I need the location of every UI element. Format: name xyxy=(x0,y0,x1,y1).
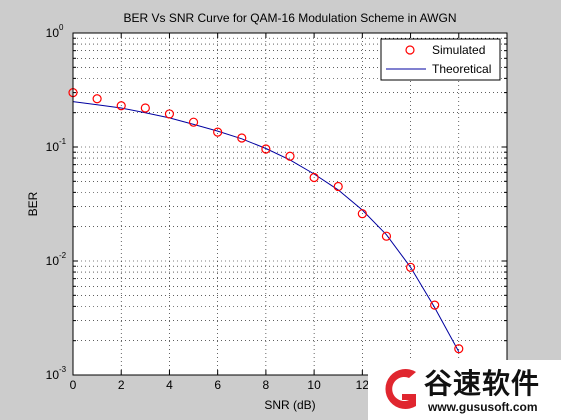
simulated-point xyxy=(357,209,367,219)
x-tick-label: 2 xyxy=(118,378,125,392)
simulated-point xyxy=(237,133,247,143)
simulated-point xyxy=(261,144,271,154)
simulated-point xyxy=(188,117,199,127)
simulated-point xyxy=(333,181,343,192)
watermark-logo-icon xyxy=(385,369,416,409)
simulated-point xyxy=(454,344,464,354)
simulated-point xyxy=(140,103,150,113)
theoretical-series xyxy=(72,101,460,352)
y-tick-base: 10 xyxy=(46,26,60,40)
simulated-point xyxy=(213,127,223,137)
y-tick-exponent: -2 xyxy=(59,251,67,260)
y-tick-base: 10 xyxy=(46,140,60,154)
simulated-point xyxy=(381,231,392,241)
watermark-url: www.gususoft.com xyxy=(428,400,538,414)
legend-box xyxy=(380,38,501,81)
legend-theoretical-label: Theoretical xyxy=(432,62,491,76)
x-tick-label: 4 xyxy=(166,378,173,392)
simulated-point xyxy=(164,109,175,119)
y-tick-exponent: -3 xyxy=(59,365,67,374)
y-tick-exponent: 0 xyxy=(59,23,64,32)
y-tick-base: 10 xyxy=(46,254,60,268)
watermark-name: 谷速软件 xyxy=(424,367,541,400)
plot-frame xyxy=(72,32,508,376)
x-tick-label: 0 xyxy=(70,378,77,392)
theoretical-line xyxy=(72,101,460,352)
y-tick-label: 10 -3 xyxy=(46,365,67,382)
watermark: 谷速软件 www.gususoft.com xyxy=(368,360,561,420)
simulated-point xyxy=(430,300,440,310)
simulated-point xyxy=(92,94,102,104)
y-axis-label: BER xyxy=(26,191,40,216)
legend-simulated-label: Simulated xyxy=(432,43,485,57)
simulated-point xyxy=(116,101,126,111)
simulated-point xyxy=(309,172,319,183)
x-tick-label: 10 xyxy=(307,378,321,392)
simulated-point xyxy=(285,151,295,161)
chart-title: BER Vs SNR Curve for QAM-16 Modulation S… xyxy=(124,11,457,25)
x-tick-label: 12 xyxy=(356,378,370,392)
y-tick-exponent: -1 xyxy=(59,137,67,146)
y-tick-label: 10 0 xyxy=(46,23,64,40)
x-tick-label: 8 xyxy=(263,378,270,392)
y-tick-label: 10 -2 xyxy=(46,251,67,268)
y-tick-base: 10 xyxy=(46,368,60,382)
x-axis-label: SNR (dB) xyxy=(264,398,315,412)
plot-area xyxy=(73,33,507,375)
legend-simulated-marker xyxy=(405,45,415,55)
legend: Simulated Theoretical xyxy=(380,38,501,81)
x-tick-label: 6 xyxy=(214,378,221,392)
y-tick-label: 10 -1 xyxy=(46,137,67,154)
simulated-point xyxy=(405,262,416,272)
